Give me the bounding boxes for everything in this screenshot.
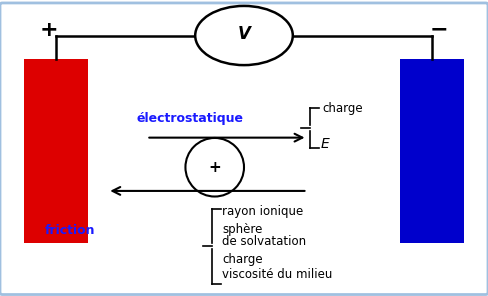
Text: +: +	[208, 160, 221, 175]
Text: friction: friction	[45, 224, 95, 237]
FancyBboxPatch shape	[0, 3, 488, 295]
Text: viscosité du milieu: viscosité du milieu	[222, 268, 332, 281]
Text: +: +	[40, 20, 58, 40]
Text: charge: charge	[222, 252, 263, 266]
Text: charge: charge	[322, 102, 363, 115]
Text: sphère: sphère	[222, 223, 263, 236]
Bar	[24, 59, 88, 243]
Text: de solvatation: de solvatation	[222, 235, 306, 248]
Text: $E$: $E$	[320, 136, 330, 151]
Text: rayon ionique: rayon ionique	[222, 205, 303, 218]
Bar	[400, 59, 464, 243]
Ellipse shape	[185, 138, 244, 197]
Circle shape	[195, 6, 293, 65]
Text: −: −	[430, 20, 448, 40]
Text: électrostatique: électrostatique	[137, 112, 244, 125]
Text: V: V	[238, 25, 250, 43]
